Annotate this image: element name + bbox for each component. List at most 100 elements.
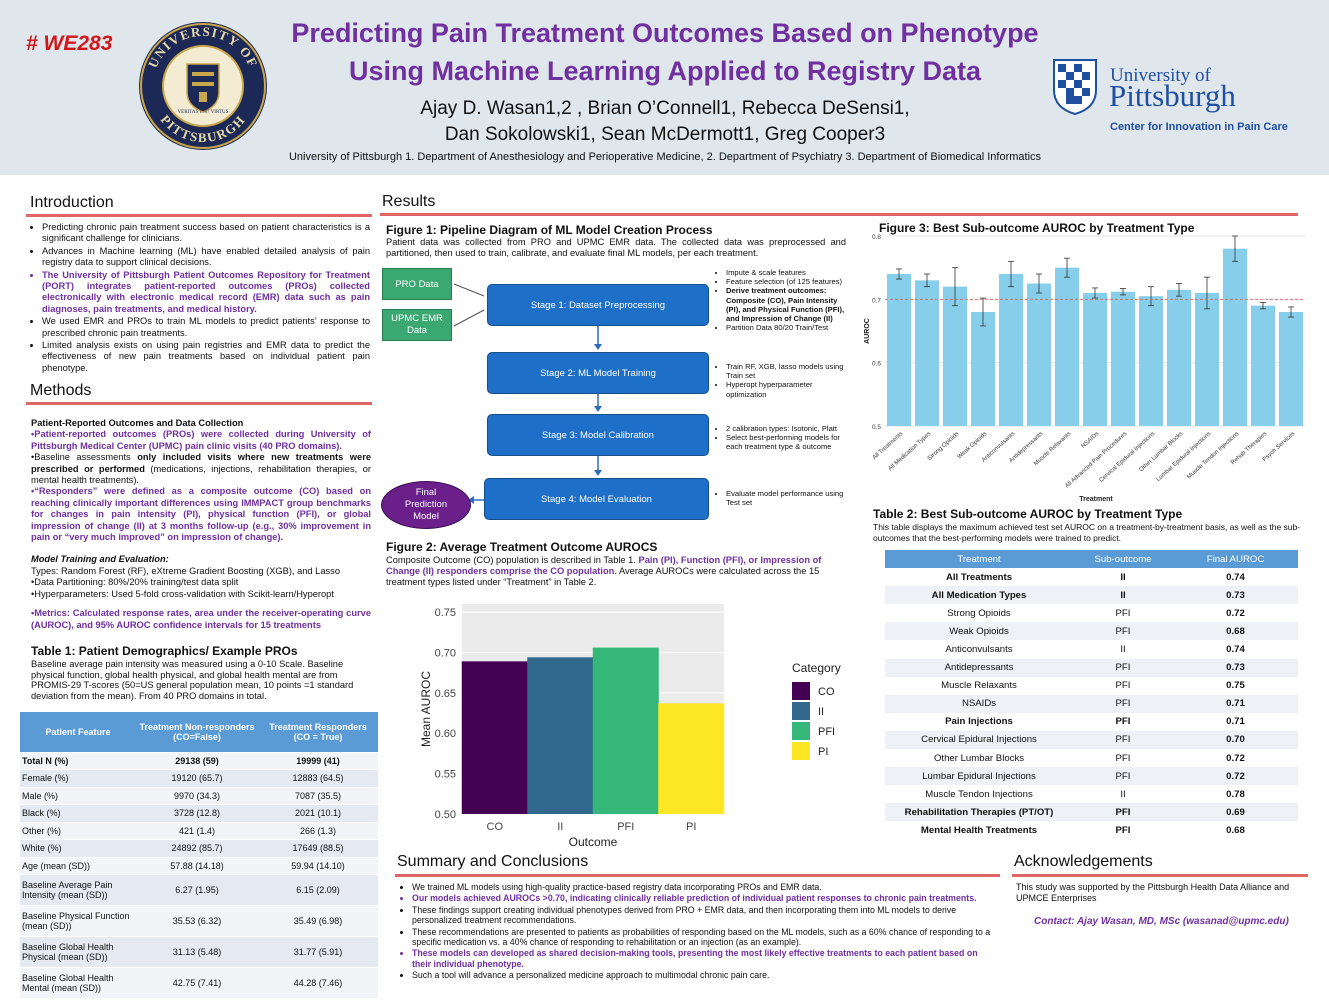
- fig3-bar: [1194, 293, 1220, 426]
- fig1-title: Figure 1: Pipeline Diagram of ML Model C…: [386, 223, 713, 237]
- table2-row: Weak Opioids PFI 0.68: [885, 622, 1298, 641]
- table2-cell: PFI: [1115, 752, 1131, 764]
- table2-cell: II: [1120, 788, 1126, 800]
- table2-row: All Medication Types II 0.73: [885, 586, 1298, 605]
- fig2-ytick: 0.60: [435, 728, 456, 740]
- fig2-legend-label: II: [818, 706, 824, 718]
- table2-cell: PFI: [1115, 680, 1131, 692]
- table2-desc: This table displays the maximum achieved…: [873, 522, 1301, 543]
- ack-divider: [1012, 874, 1308, 877]
- table2-header: Sub-outcome: [1073, 550, 1173, 569]
- table2-row: NSAIDs PFI 0.71: [885, 694, 1298, 713]
- contact-info: Contact: Ajay Wasan, MD, MSc (wasanad@up…: [1034, 916, 1289, 927]
- table1-cell: 44.28 (7.46): [258, 967, 378, 999]
- stage4-notes: Evaluate model performance using Test se…: [716, 489, 846, 507]
- fig2-ytick: 0.50: [435, 809, 456, 821]
- table1-row: Other (%) 421 (1.4) 266 (1.3): [20, 822, 378, 840]
- methods-divider: [26, 402, 372, 405]
- table1: Patient Feature Treatment Non-responders…: [20, 712, 378, 999]
- authors: Ajay D. Wasan1,2 , Brian O’Connell1, Reb…: [420, 98, 910, 145]
- stage3-notes: 2 calibration types: Isotonic, PlattSele…: [716, 424, 846, 452]
- table2-cell: 0.73: [1173, 658, 1298, 677]
- table1-cell: Other (%): [20, 822, 136, 840]
- pro-data-box: PRO Data: [382, 268, 452, 300]
- fig3-bar: [886, 274, 912, 426]
- table1-cell: Baseline Physical Function (mean (SD)): [20, 905, 136, 937]
- fig2-chart: 0.50 0.55 0.60 0.65 0.70 0.75 CO II PFI PI Outcome…: [419, 604, 841, 849]
- table1-cell: Age (mean (SD)): [20, 857, 136, 875]
- fig3-xtick: Cervical Epidural Injections: [1099, 431, 1157, 484]
- table2-cell: All Treatments: [945, 571, 1013, 583]
- table1-cell: 9970 (34.3): [136, 787, 258, 805]
- table1-cell: White (%): [20, 839, 136, 858]
- table1-cell: 19999 (41): [258, 752, 378, 770]
- table1-cell: Baseline Global Health Mental (mean (SD)…: [20, 967, 136, 999]
- table2-row: Anticonvulsants II 0.74: [885, 640, 1298, 658]
- stage2-box: Stage 2: ML Model Training: [487, 352, 709, 394]
- table2-cell: II: [1120, 644, 1126, 656]
- table1-cell: Black (%): [20, 804, 136, 823]
- results-heading: Results: [382, 193, 436, 210]
- table1-cell: 57.88 (14.18): [136, 857, 258, 875]
- table2-cell: PFI: [1073, 622, 1173, 641]
- table1-cell: 35.49 (6.98): [258, 905, 378, 937]
- table1-cell: Male (%): [20, 787, 136, 805]
- table2-cell: 0.73: [1173, 586, 1298, 605]
- fig2-legend-swatch: [792, 682, 810, 700]
- table1-row: Baseline Global Health Mental (mean (SD)…: [20, 967, 378, 999]
- table1-row: Black (%) 3728 (12.8) 2021 (10.1): [20, 804, 378, 823]
- fig3-bar: [1250, 305, 1276, 426]
- intro-divider: [26, 214, 372, 217]
- table2-cell: Anticonvulsants: [945, 644, 1013, 656]
- fig3-bar: [1082, 293, 1108, 426]
- fig2-legend-swatch: [792, 702, 810, 720]
- table2: Treatment Sub-outcome Final AUROC All Tr…: [885, 550, 1298, 840]
- fig2-title: Figure 2: Average Treatment Outcome AURO…: [386, 540, 658, 554]
- table1-cell: 35.53 (6.32): [136, 905, 258, 937]
- table1-cell: 421 (1.4): [136, 822, 258, 840]
- table1-cell: 12883 (64.5): [258, 769, 378, 788]
- table2-header: Final AUROC: [1173, 550, 1298, 569]
- fig3-ytick: 0.8: [872, 234, 881, 241]
- final-model-oval: Final Prediction Model: [381, 481, 471, 529]
- fig2-legend-label: PFI: [818, 726, 835, 738]
- fig3-bar: [1222, 248, 1248, 426]
- table1-cell: Baseline Global Health Physical (mean (S…: [20, 936, 136, 968]
- fig2-xtick: PI: [686, 821, 696, 833]
- poster-title: Predicting Pain Treatment Outcomes Based…: [291, 18, 1039, 86]
- fig2-xlabel: Outcome: [569, 835, 618, 849]
- fig3-bar: [914, 280, 940, 426]
- table2-cell: Strong Opioids: [947, 607, 1011, 619]
- fig3-bar: [1138, 296, 1164, 426]
- table2-cell: 0.72: [1226, 607, 1245, 619]
- table2-cell: 0.70: [1173, 730, 1298, 750]
- fig2-ytick: 0.75: [435, 607, 456, 619]
- summary-heading: Summary and Conclusions: [397, 853, 589, 870]
- table2-cell: 0.68: [1173, 622, 1298, 641]
- pitt-shield-icon: [1053, 59, 1097, 116]
- table2-cell: 0.71: [1226, 716, 1245, 728]
- table2-cell: Cervical Epidural Injections: [885, 730, 1073, 750]
- results-divider: [380, 213, 1298, 216]
- table2-cell: 0.78: [1226, 788, 1245, 800]
- table1-cell: 29138 (59): [136, 752, 258, 770]
- table1-row: White (%) 24892 (85.7) 17649 (88.5): [20, 839, 378, 858]
- fig3-xlabel: Treatment: [1079, 496, 1113, 503]
- fig2-ylabel: Mean AUROC: [419, 671, 433, 747]
- table1-cell: 24892 (85.7): [136, 839, 258, 858]
- table2-cell: 0.68: [1226, 824, 1245, 836]
- table1-cell: 266 (1.3): [258, 822, 378, 840]
- table1-cell: Baseline Average Pain Intensity (mean (S…: [20, 874, 136, 906]
- pipeline-arrows: [453, 283, 602, 504]
- table2-cell: Mental Health Treatments: [920, 824, 1038, 836]
- table1-row: Baseline Global Health Physical (mean (S…: [20, 936, 378, 968]
- table2-cell: Muscle Tendon Injections: [925, 788, 1033, 800]
- fig3-ytick: 0.7: [872, 297, 881, 304]
- table2-cell: II: [1120, 571, 1126, 583]
- table1-title: Table 1: Patient Demographics/ Example P…: [31, 644, 298, 658]
- table1-cell: 6.15 (2.09): [258, 874, 378, 906]
- table2-row: Antidepressants PFI 0.73: [885, 658, 1298, 677]
- university-seal-logo: UNIVERSITY OF PITTSBURGH VERITAS 1787 VI…: [139, 22, 267, 150]
- fig2-desc: Composite Outcome (CO) population is des…: [386, 555, 822, 587]
